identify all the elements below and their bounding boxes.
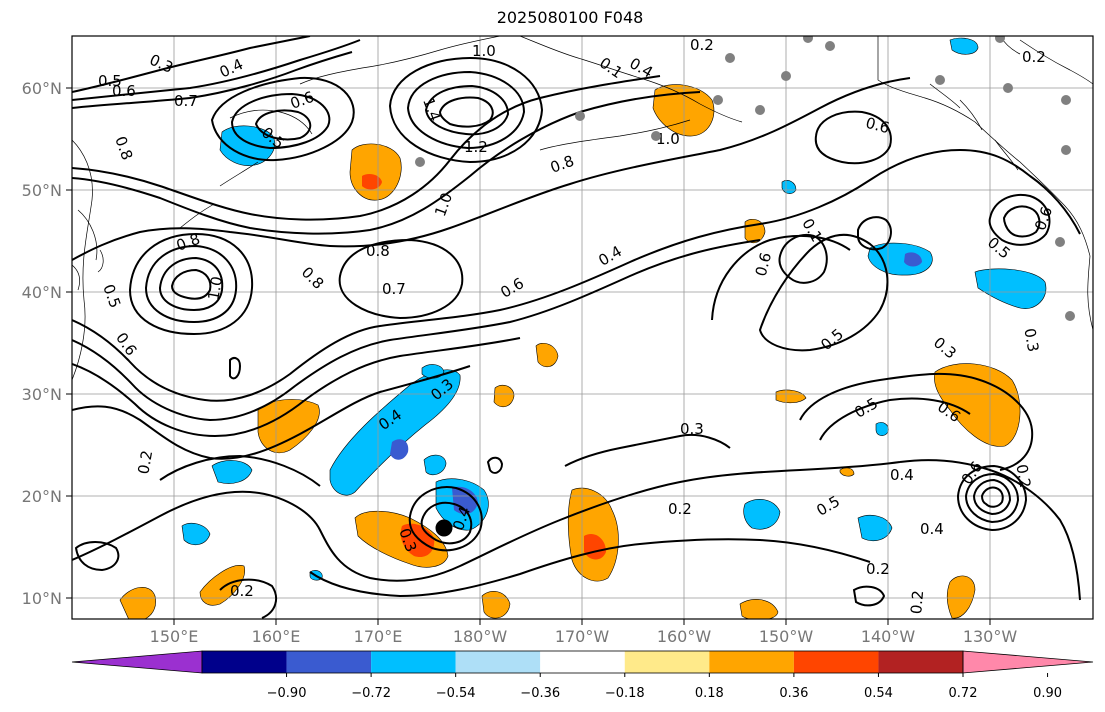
contour-label: 0.2: [1022, 48, 1046, 66]
colorbar-bin: [286, 651, 372, 673]
station-markers: [415, 36, 1075, 321]
shade-patch: [219, 125, 276, 166]
colorbar-outline: [201, 650, 964, 674]
contour-label: 0.5: [98, 72, 122, 90]
shade-patch: [181, 522, 211, 546]
contour-label: 0.6: [864, 114, 892, 138]
contour-label: 0.7: [382, 280, 406, 298]
lon-tick-label: 160°W: [657, 627, 712, 646]
colorbar-extend-high: [962, 650, 1094, 674]
lon-tick-label: 140°W: [861, 627, 916, 646]
contour-label: 0.3: [680, 420, 704, 438]
colorbar-bin: [793, 651, 879, 673]
colorbar-bin: [709, 651, 794, 673]
colorbar-bin: [624, 651, 710, 673]
shade-patch: [452, 486, 478, 515]
contours: [72, 36, 1081, 619]
contour-label: 1.0: [204, 275, 226, 302]
contour-label: 0.3: [1020, 327, 1042, 354]
colorbar-tick-label: −0.54: [436, 686, 476, 701]
lon-tick-label: 170°W: [555, 627, 610, 646]
contour-label: 0.4: [920, 520, 944, 538]
colorbar-tick-label: −0.36: [520, 686, 560, 701]
shade-patch: [211, 460, 253, 484]
contour-label: 0.2: [1012, 463, 1034, 490]
contour-label: 0.2: [230, 582, 254, 600]
colorbar-bin: [202, 651, 287, 673]
lon-tick-label: 150°W: [759, 627, 814, 646]
shade-patch: [974, 268, 1047, 309]
contour-label: 0.8: [366, 242, 390, 260]
shade-patch: [493, 384, 515, 408]
latitude-axis: 60°N 50°N 40°N 30°N 20°N 10°N: [22, 79, 72, 608]
lon-tick-label: 130°W: [963, 627, 1018, 646]
colorbar-tick-label: 0.36: [779, 686, 808, 701]
contour-label: 0.4: [890, 466, 914, 484]
contour-label: 1.0: [472, 42, 496, 60]
shade-patch: [743, 499, 781, 530]
lon-tick-label: 180°W: [453, 627, 508, 646]
lon-tick-label: 150°E: [150, 627, 199, 646]
contour-label: 0.2: [866, 560, 890, 578]
shade-patch: [421, 364, 445, 379]
colorbar-tick-label: −0.72: [351, 686, 391, 701]
shade-patch: [199, 565, 245, 606]
contour-label: 0.2: [668, 500, 692, 518]
contour-label: 0.2: [690, 36, 714, 54]
shade-patch: [119, 587, 156, 619]
colorbar-tick-label: 0.54: [864, 686, 893, 701]
lon-tick-label: 160°E: [252, 627, 301, 646]
colorbar-tick-label: 0.18: [695, 686, 724, 701]
lat-tick-label: 20°N: [22, 487, 62, 506]
contour-label: 0.6: [112, 82, 136, 100]
lat-tick-label: 50°N: [22, 181, 62, 200]
contour-label: 1.0: [656, 130, 680, 148]
shade-patch: [390, 439, 409, 460]
longitude-axis: 150°E 160°E 170°E 180°W 170°W 160°W 150°W 140°W…: [150, 619, 1018, 646]
coastlines: [72, 36, 1093, 381]
shade-patch: [423, 454, 447, 476]
lat-tick-label: 10°N: [22, 589, 62, 608]
colorbar-bin: [455, 651, 541, 673]
map-title: 2025080100 F048: [496, 8, 644, 27]
colorbar-tick-label: 0.90: [1033, 686, 1062, 701]
shade-patch: [867, 242, 933, 276]
shade-patch: [362, 174, 382, 190]
storm-center-marker: [435, 519, 453, 537]
colorbar-bin: [371, 651, 456, 673]
contour-label: 0.6: [752, 251, 776, 279]
lat-tick-label: 60°N: [22, 79, 62, 98]
lon-tick-label: 170°E: [354, 627, 403, 646]
contour-label: 0.2: [134, 449, 156, 476]
shade-patch: [535, 343, 559, 368]
shading-layer: [119, 37, 1047, 619]
contour-label: 1.2: [464, 138, 488, 156]
contour-label: 0.2: [907, 589, 927, 614]
shade-patch: [652, 84, 715, 137]
colorbar-tick-label: 0.72: [949, 686, 978, 701]
shade-patch: [875, 422, 889, 436]
colorbar-tick-label: −0.90: [267, 686, 307, 701]
contour-label: 0.7: [174, 92, 198, 110]
colorbar-bin: [540, 651, 625, 673]
shade-patch: [946, 575, 976, 619]
colorbar-bin: [878, 651, 963, 673]
shade-patch: [949, 37, 979, 55]
colorbar-extend-low: [71, 650, 203, 674]
colorbar-tick-label: −0.18: [605, 686, 645, 701]
shade-patch: [257, 399, 320, 454]
lat-tick-label: 30°N: [22, 385, 62, 404]
shade-patch: [857, 515, 893, 541]
shade-patch: [904, 252, 922, 267]
shade-patch: [329, 369, 461, 496]
colorbar: −0.90 −0.72 −0.54 −0.36 −0.18 0.18 0.36 0.54 0.7…: [71, 650, 1094, 701]
lat-tick-label: 40°N: [22, 283, 62, 302]
